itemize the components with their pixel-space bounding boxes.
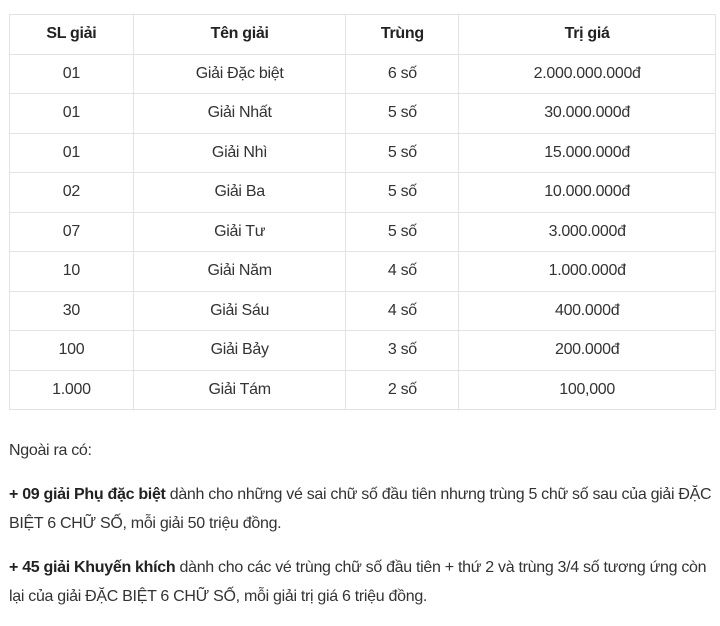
cell-value: 400.000đ [458,290,716,331]
cell-prize-name: Giải Ba [132,172,347,213]
table-row: 1.000 Giải Tám 2 số 100,000 [9,369,716,410]
cell-prize-name: Giải Sáu [132,290,347,331]
cell-match: 2 số [345,369,460,410]
cell-value: 2.000.000.000đ [458,53,716,94]
cell-quantity: 01 [9,93,134,134]
table-row: 07 Giải Tư 5 số 3.000.000đ [9,211,716,252]
note-item-title: + 09 giải Phụ đặc biệt [9,486,166,503]
table-row: 01 Giải Đặc biệt 6 số 2.000.000.000đ [9,53,716,94]
cell-prize-name: Giải Nhì [132,132,347,173]
prize-table: SL giải Tên giải Trùng Trị giá 01 Giải Đặ… [9,14,716,410]
cell-quantity: 02 [9,172,134,213]
cell-value: 15.000.000đ [458,132,716,173]
cell-quantity: 100 [9,330,134,371]
cell-value: 10.000.000đ [458,172,716,213]
table-row: 02 Giải Ba 5 số 10.000.000đ [9,172,716,213]
cell-value: 200.000đ [458,330,716,371]
note-item: + 09 giải Phụ đặc biệt dành cho những vé… [9,480,719,538]
table-row: 100 Giải Bảy 3 số 200.000đ [9,330,716,371]
cell-quantity: 1.000 [9,369,134,410]
cell-value: 3.000.000đ [458,211,716,252]
cell-prize-name: Giải Bảy [132,330,347,371]
header-match: Trùng [345,14,460,55]
table-row: 01 Giải Nhất 5 số 30.000.000đ [9,93,716,134]
header-prize-name: Tên giải [132,14,347,55]
cell-match: 5 số [345,211,460,252]
cell-match: 5 số [345,93,460,134]
cell-quantity: 01 [9,132,134,173]
cell-match: 6 số [345,53,460,94]
cell-value: 30.000.000đ [458,93,716,134]
cell-prize-name: Giải Tư [132,211,347,252]
note-item-text: dành cho các vé trùng chữ số đầu tiên + … [9,559,707,605]
cell-quantity: 30 [9,290,134,331]
cell-value: 1.000.000đ [458,251,716,292]
notes-intro: Ngoài ra có: [9,442,92,459]
cell-match: 3 số [345,330,460,371]
cell-quantity: 07 [9,211,134,252]
cell-prize-name: Giải Đặc biệt [132,53,347,94]
note-item: + 45 giải Khuyến khích dành cho các vé t… [9,553,719,611]
note-item-text: dành cho những vé sai chữ số đầu tiên nh… [9,486,712,532]
note-item-title: + 45 giải Khuyến khích [9,559,176,576]
header-value: Trị giá [458,14,716,55]
cell-match: 5 số [345,132,460,173]
cell-match: 4 số [345,290,460,331]
table-row: 01 Giải Nhì 5 số 15.000.000đ [9,132,716,173]
notes-section: Ngoài ra có: + 09 giải Phụ đặc biệt dành… [9,436,719,626]
cell-value: 100,000 [458,369,716,410]
cell-match: 4 số [345,251,460,292]
table-row: 10 Giải Năm 4 số 1.000.000đ [9,251,716,292]
cell-prize-name: Giải Nhất [132,93,347,134]
cell-quantity: 01 [9,53,134,94]
cell-prize-name: Giải Năm [132,251,347,292]
table-row: 30 Giải Sáu 4 số 400.000đ [9,290,716,331]
header-quantity: SL giải [9,14,134,55]
cell-prize-name: Giải Tám [132,369,347,410]
cell-quantity: 10 [9,251,134,292]
table-header-row: SL giải Tên giải Trùng Trị giá [9,14,716,55]
cell-match: 5 số [345,172,460,213]
